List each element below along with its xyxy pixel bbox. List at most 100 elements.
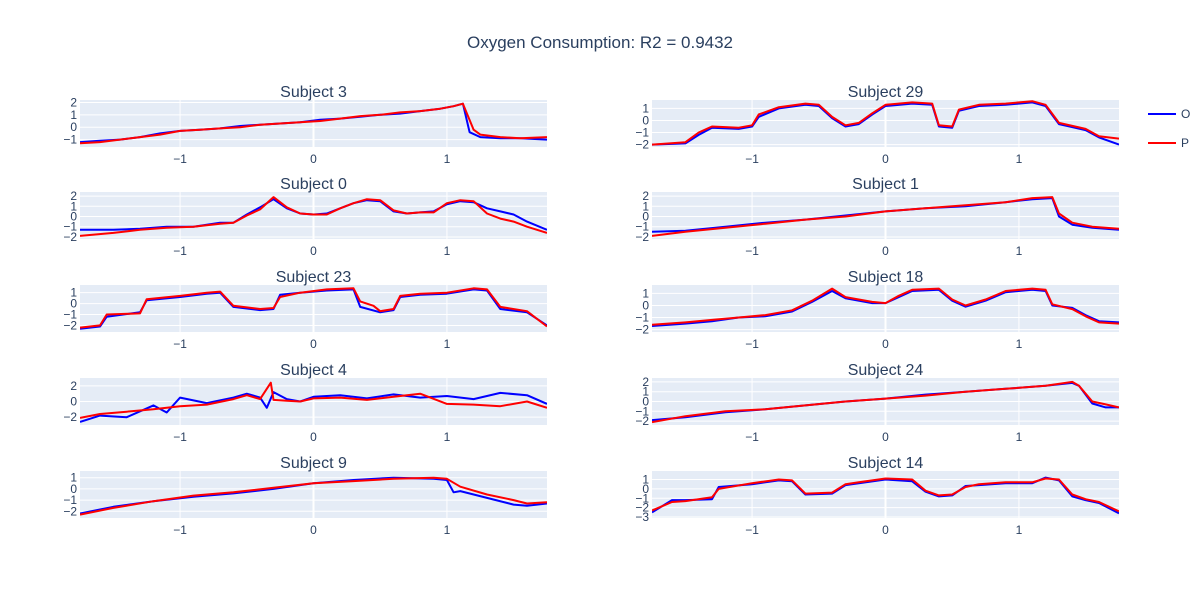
- x-tick-label: −1: [745, 244, 759, 258]
- x-tick-label: 1: [444, 152, 451, 166]
- y-tick-label: 2: [642, 189, 649, 203]
- y-tick-label: 1: [642, 385, 649, 399]
- y-tick-label: 2: [70, 379, 77, 393]
- x-tick-label: 0: [882, 430, 889, 444]
- y-tick-label: −2: [635, 138, 649, 152]
- y-tick-label: −2: [63, 318, 77, 332]
- series-line: [80, 391, 547, 423]
- y-tick-label: 1: [70, 108, 77, 122]
- series-line: [80, 196, 547, 237]
- x-tick-label: 0: [310, 430, 317, 444]
- x-tick-label: −1: [173, 244, 187, 258]
- x-tick-label: −1: [173, 152, 187, 166]
- series-line: [652, 100, 1119, 146]
- y-tick-label: 0: [70, 297, 77, 311]
- subplot-title: Subject 23: [276, 269, 352, 286]
- x-tick-label: 1: [444, 523, 451, 537]
- x-tick-label: 0: [310, 152, 317, 166]
- y-tick-label: 0: [642, 298, 649, 312]
- series-line: [652, 380, 1119, 424]
- legend: OP: [1148, 107, 1190, 150]
- y-tick-label: 0: [70, 120, 77, 134]
- subplot-title: Subject 14: [848, 455, 924, 472]
- x-tick-label: 1: [444, 337, 451, 351]
- x-tick-label: 1: [444, 430, 451, 444]
- series-line: [80, 476, 547, 516]
- y-tick-label: 1: [642, 472, 649, 486]
- x-tick-label: −1: [745, 152, 759, 166]
- x-tick-label: 0: [882, 337, 889, 351]
- subplot-title: Subject 4: [280, 362, 347, 379]
- y-tick-label: −1: [635, 126, 649, 140]
- x-tick-label: 1: [1016, 337, 1023, 351]
- y-tick-label: −2: [63, 410, 77, 424]
- y-tick-label: 2: [642, 375, 649, 389]
- y-tick-label: 1: [642, 101, 649, 115]
- x-tick-label: −1: [745, 337, 759, 351]
- y-tick-label: 0: [70, 482, 77, 496]
- y-tick-label: −2: [635, 414, 649, 428]
- y-tick-label: 0: [642, 210, 649, 224]
- x-tick-label: 1: [1016, 244, 1023, 258]
- x-tick-label: −1: [173, 523, 187, 537]
- series-line: [652, 101, 1119, 146]
- y-tick-label: 1: [642, 199, 649, 213]
- series-line: [652, 477, 1119, 513]
- subplot-title: Subject 24: [848, 362, 924, 379]
- y-tick-label: −3: [635, 510, 649, 524]
- y-tick-label: −1: [63, 493, 77, 507]
- y-tick-label: 2: [70, 189, 77, 203]
- x-tick-label: −1: [173, 430, 187, 444]
- subplot-title: Subject 9: [280, 455, 347, 472]
- x-tick-label: −1: [745, 523, 759, 537]
- y-tick-label: −1: [63, 133, 77, 147]
- x-tick-label: 1: [1016, 523, 1023, 537]
- series-line: [80, 381, 547, 419]
- y-tick-label: −2: [635, 323, 649, 337]
- legend-label: O: [1181, 107, 1190, 121]
- y-tick-label: −1: [635, 311, 649, 325]
- x-tick-label: 0: [882, 523, 889, 537]
- subplot-title: Subject 1: [852, 176, 919, 193]
- series-line: [652, 288, 1119, 327]
- x-tick-label: 1: [444, 244, 451, 258]
- subplot-title: Subject 0: [280, 176, 347, 193]
- y-tick-label: −2: [63, 504, 77, 518]
- x-tick-label: 0: [310, 244, 317, 258]
- x-tick-label: −1: [745, 430, 759, 444]
- series-line: [80, 287, 547, 329]
- y-tick-label: 1: [642, 286, 649, 300]
- subplot-title: Subject 18: [848, 269, 924, 286]
- y-tick-label: −1: [63, 308, 77, 322]
- y-tick-label: 0: [642, 395, 649, 409]
- y-tick-label: −1: [635, 491, 649, 505]
- y-tick-label: −1: [635, 404, 649, 418]
- y-tick-label: 0: [642, 482, 649, 496]
- x-tick-label: −1: [173, 337, 187, 351]
- legend-label: P: [1181, 136, 1189, 150]
- y-tick-label: 1: [70, 471, 77, 485]
- y-tick-label: 2: [70, 95, 77, 109]
- x-tick-label: 0: [310, 337, 317, 351]
- y-tick-label: −2: [635, 230, 649, 244]
- x-tick-label: 0: [310, 523, 317, 537]
- y-tick-label: −2: [63, 230, 77, 244]
- series-line: [80, 102, 547, 145]
- y-tick-label: 0: [70, 395, 77, 409]
- y-tick-label: −1: [635, 220, 649, 234]
- y-tick-label: −1: [63, 220, 77, 234]
- x-tick-label: 0: [882, 244, 889, 258]
- series-line: [652, 287, 1119, 326]
- y-tick-label: 1: [70, 286, 77, 300]
- x-tick-label: 1: [1016, 152, 1023, 166]
